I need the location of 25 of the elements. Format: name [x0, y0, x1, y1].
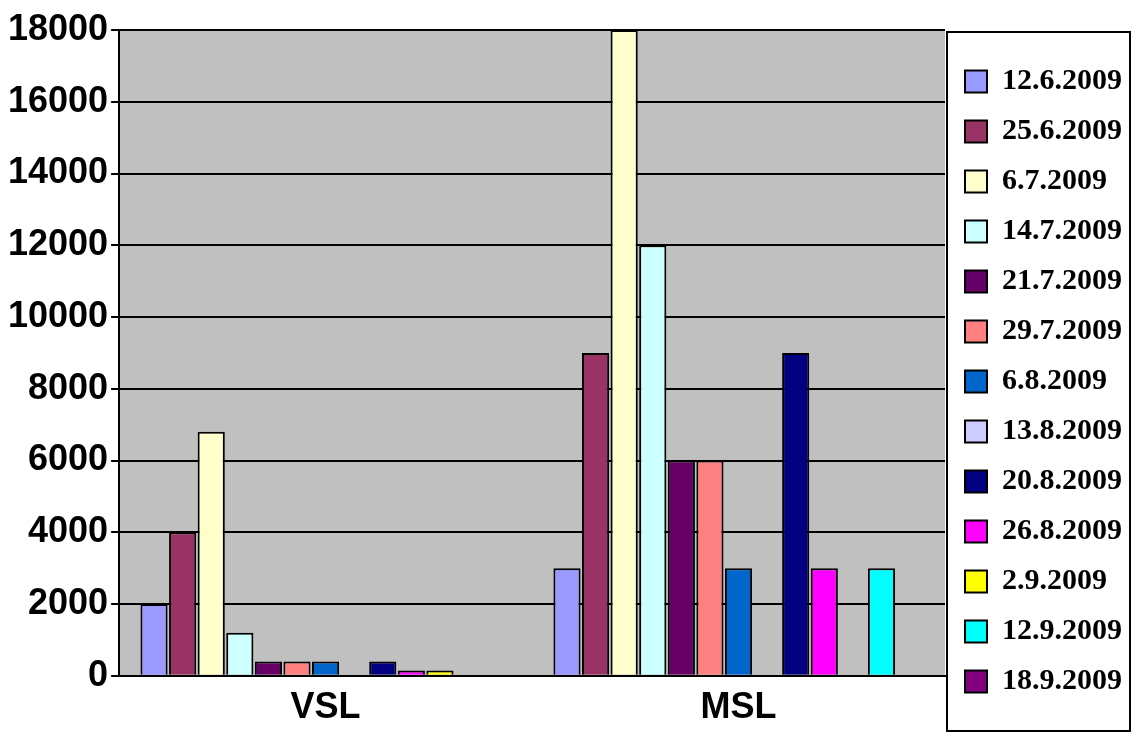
- legend-label: 18.9.2009: [1002, 662, 1122, 696]
- y-tick-label: 6000: [28, 437, 109, 479]
- y-tick-label: 0: [88, 652, 109, 694]
- legend-label: 21.7.2009: [1002, 262, 1122, 296]
- x-tick-label: VSL: [290, 685, 361, 727]
- y-tick-label: 18000: [8, 6, 109, 48]
- legend-label: 6.8.2009: [1002, 362, 1107, 396]
- y-tick-label: 4000: [28, 509, 109, 551]
- legend-label: 25.6.2009: [1002, 112, 1122, 146]
- legend-label: 12.9.2009: [1002, 612, 1122, 646]
- legend-label: 13.8.2009: [1002, 412, 1122, 446]
- y-tick-label: 12000: [8, 222, 109, 264]
- legend-label: 2.9.2009: [1002, 562, 1107, 596]
- y-tick-label: 14000: [8, 150, 109, 192]
- y-tick-label: 10000: [8, 293, 109, 335]
- y-tick-label: 8000: [28, 365, 109, 407]
- legend-label: 29.7.2009: [1002, 312, 1122, 346]
- y-tick-label: 16000: [8, 78, 109, 120]
- legend-label: 14.7.2009: [1002, 212, 1122, 246]
- y-tick-label: 2000: [28, 580, 109, 622]
- legend-label: 26.8.2009: [1002, 512, 1122, 546]
- legend-label: 20.8.2009: [1002, 462, 1122, 496]
- x-tick-label: MSL: [700, 685, 777, 727]
- legend-label: 12.6.2009: [1002, 62, 1122, 96]
- legend-label: 6.7.2009: [1002, 162, 1107, 196]
